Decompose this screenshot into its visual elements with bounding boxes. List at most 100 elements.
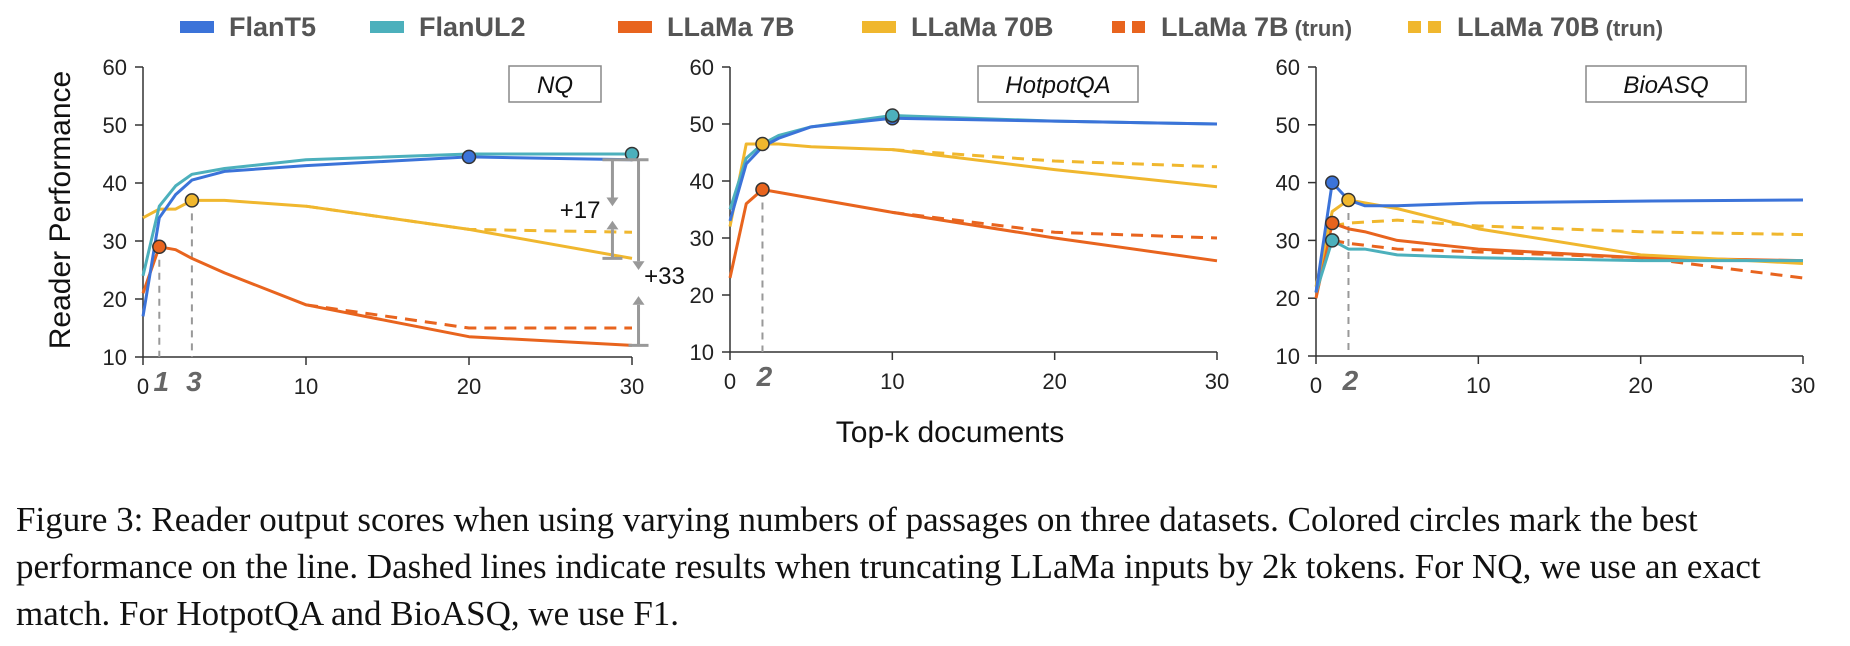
best-marker — [1324, 175, 1340, 190]
panel-title-box — [1585, 65, 1747, 103]
panel-title: BioASQ — [1585, 65, 1747, 103]
legend-label: FlanUL2 — [419, 12, 526, 42]
x-tick-label: 30 — [1205, 369, 1229, 394]
gap-arrowhead — [632, 296, 645, 305]
series-line-llama-70b-trun — [1331, 218, 1804, 237]
legend-label: LLaMa 70B (trun) — [1457, 12, 1663, 42]
x-tick-label: 30 — [1791, 373, 1815, 398]
best-marker — [152, 239, 167, 255]
best-k-label: 3 — [186, 366, 202, 397]
legend-item: FlanUL2 — [370, 12, 526, 42]
legend-item: LLaMa 7B (trun) — [1112, 12, 1352, 42]
gap-label: +17 — [560, 197, 601, 224]
legend-item: FlanT5 — [180, 12, 316, 42]
x-tick-label: 10 — [880, 369, 904, 394]
legend-suffix: (trun) — [1600, 16, 1664, 41]
series-line-flant5 — [141, 155, 633, 317]
legend-item: LLaMa 70B — [862, 12, 1054, 42]
x-tick-label: 30 — [620, 374, 644, 399]
chart-panel-nq: 10 20 30 40 50 60 0 10 20 30 NQ 1 3 +17 +33 — [103, 55, 685, 399]
series-line-llama-70b — [1314, 198, 1804, 287]
legend-swatch — [370, 21, 404, 33]
panel-title: HotpotQA — [977, 65, 1139, 103]
legend-label: LLaMa 7B — [667, 12, 795, 42]
panel-title-box — [977, 65, 1139, 103]
x-tick-label: 0 — [724, 369, 736, 394]
panel-title-box — [508, 65, 602, 103]
y-tick-label: 10 — [103, 345, 127, 370]
series-line-llama-7b-trun — [305, 303, 632, 330]
legend-swatch — [1428, 21, 1441, 33]
best-k-label: 2 — [756, 361, 773, 392]
x-tick-label: 20 — [1042, 369, 1066, 394]
y-tick-label: 50 — [1276, 113, 1300, 138]
y-tick-label: 60 — [103, 55, 127, 80]
series-line-llama-7b — [728, 188, 1218, 279]
legend-swatch — [1112, 21, 1125, 33]
gap-annotations: +17 +33 — [560, 158, 685, 347]
y-tick-label: 30 — [103, 229, 127, 254]
x-tick-label: 10 — [1466, 373, 1490, 398]
y-tick-label: 30 — [690, 226, 714, 251]
legend-swatch — [1408, 21, 1421, 33]
series-line-llama-70b — [142, 198, 633, 260]
gap-label: +33 — [644, 263, 685, 290]
best-marker — [1324, 233, 1340, 248]
y-tick-label: 60 — [1276, 55, 1300, 80]
y-tick-label: 20 — [103, 287, 127, 312]
figure: FlanT5 FlanUL2 LLaMa 7B LLaMa 70B LLaMa 7B (… — [44, 12, 1816, 449]
y-tick-label: 40 — [103, 171, 127, 196]
best-marker — [755, 182, 770, 197]
panel-title-text: NQ — [537, 72, 573, 99]
panel-title: NQ — [508, 65, 602, 103]
panel-title-text: BioASQ — [1623, 72, 1708, 99]
figure-caption: Figure 3: Reader output scores when using… — [16, 496, 1836, 637]
legend-swatch — [862, 21, 896, 33]
y-tick-label: 30 — [1276, 228, 1300, 253]
legend-item: LLaMa 7B — [618, 12, 795, 42]
caption-label: Figure 3: — [16, 500, 144, 539]
y-tick-label: 20 — [1276, 286, 1300, 311]
panel-title-text: HotpotQA — [1005, 72, 1110, 99]
y-tick-label: 50 — [103, 113, 127, 138]
best-marker — [184, 193, 200, 208]
x-tick-label: 0 — [137, 374, 149, 399]
x-axis-label: Top-k documents — [836, 416, 1064, 449]
gap-arrowhead — [606, 220, 619, 230]
series-line-llama-70b-trun — [892, 148, 1218, 169]
best-k-label: 1 — [154, 366, 170, 397]
chart-panel-bioasq: 10 20 30 40 50 60 0 10 20 30 BioASQ 2 — [1276, 55, 1816, 398]
y-tick-label: 40 — [690, 169, 714, 194]
y-tick-label: 60 — [690, 55, 714, 80]
legend-label: LLaMa 7B (trun) — [1161, 12, 1352, 42]
series-line-llama-70b — [728, 142, 1218, 227]
legend-swatch — [1132, 21, 1145, 33]
legend-swatch — [180, 21, 214, 33]
best-k-label: 2 — [1342, 365, 1359, 396]
y-tick-label: 40 — [1276, 171, 1300, 196]
legend-item: LLaMa 70B (trun) — [1408, 12, 1663, 42]
chart-panel-hotpotqa: 10 20 30 40 50 60 0 10 20 30 HotpotQA 2 — [690, 55, 1230, 394]
x-tick-label: 20 — [457, 374, 481, 399]
best-marker — [1324, 215, 1340, 231]
y-tick-label: 50 — [690, 112, 714, 137]
series-line-llama-7b — [141, 245, 633, 347]
best-marker — [1341, 192, 1356, 208]
legend-label: LLaMa 70B — [911, 12, 1054, 42]
y-tick-label: 10 — [1276, 344, 1300, 369]
best-marker — [461, 149, 477, 165]
best-marker — [755, 136, 770, 152]
x-tick-label: 0 — [1310, 373, 1322, 398]
caption-text: Reader output scores when using varying … — [16, 500, 1761, 633]
y-axis-label: Reader Performance — [44, 71, 77, 349]
x-tick-label: 10 — [294, 374, 318, 399]
gap-arrowhead — [606, 197, 619, 207]
legend-suffix: (trun) — [1289, 16, 1353, 41]
legend-swatch — [618, 21, 652, 33]
best-marker — [885, 108, 900, 123]
series-line-llama-7b-trun — [892, 210, 1218, 240]
y-tick-label: 10 — [690, 340, 714, 365]
y-tick-label: 20 — [690, 283, 714, 308]
gap-arrowhead — [632, 261, 645, 270]
